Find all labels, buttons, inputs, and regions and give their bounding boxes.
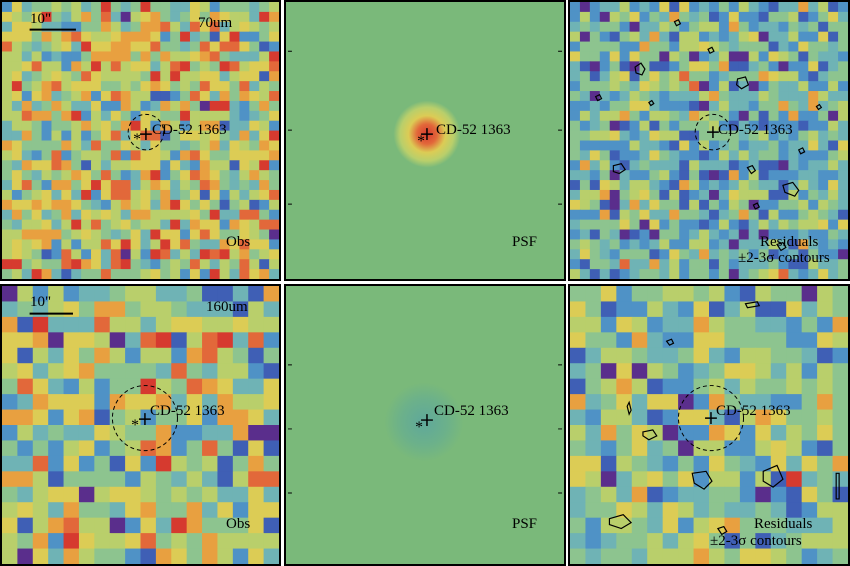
source-label: CD-52 1363 <box>152 122 227 138</box>
panel-70um-observed: * 10" 70um CD-52 1363 Obs <box>0 0 281 281</box>
source-label: CD-52 1363 <box>718 122 793 138</box>
panel-70um-psf: * CD-52 1363 PSF <box>284 0 566 281</box>
panel-160um-psf: * CD-52 1363 PSF <box>284 284 566 566</box>
panel-160um-residuals: CD-52 1363 Residuals ±2-3σ contours <box>568 284 850 566</box>
psf-peak <box>384 382 464 462</box>
panel-caption-residuals: Residuals <box>754 516 813 532</box>
residual-image-70um <box>570 2 848 279</box>
panel-160um-observed: * 10" 160um CD-52 1363 Obs <box>0 284 281 566</box>
panel-caption: Obs <box>226 516 251 532</box>
panel-caption-residuals: Residuals <box>760 234 819 250</box>
panel-caption: Obs <box>226 234 251 250</box>
panel-caption: PSF <box>512 234 538 250</box>
source-label: CD-52 1363 <box>716 403 791 419</box>
scale-label: 10" <box>30 11 52 27</box>
observed-image-70um <box>2 2 279 279</box>
source-label: CD-52 1363 <box>150 403 225 419</box>
panel-70um-residuals: CD-52 1363 Residuals ±2-3σ contours <box>568 0 850 281</box>
panel-caption: PSF <box>512 516 538 532</box>
scale-label: 10" <box>30 294 52 310</box>
panel-caption-contours: ±2-3σ contours <box>738 250 830 266</box>
band-label: 70um <box>198 15 233 31</box>
observed-image-160um <box>2 286 279 564</box>
band-label: 160um <box>206 299 248 315</box>
source-label: CD-52 1363 <box>436 122 511 138</box>
source-label: CD-52 1363 <box>434 403 509 419</box>
panel-caption-contours: ±2-3σ contours <box>710 533 802 549</box>
